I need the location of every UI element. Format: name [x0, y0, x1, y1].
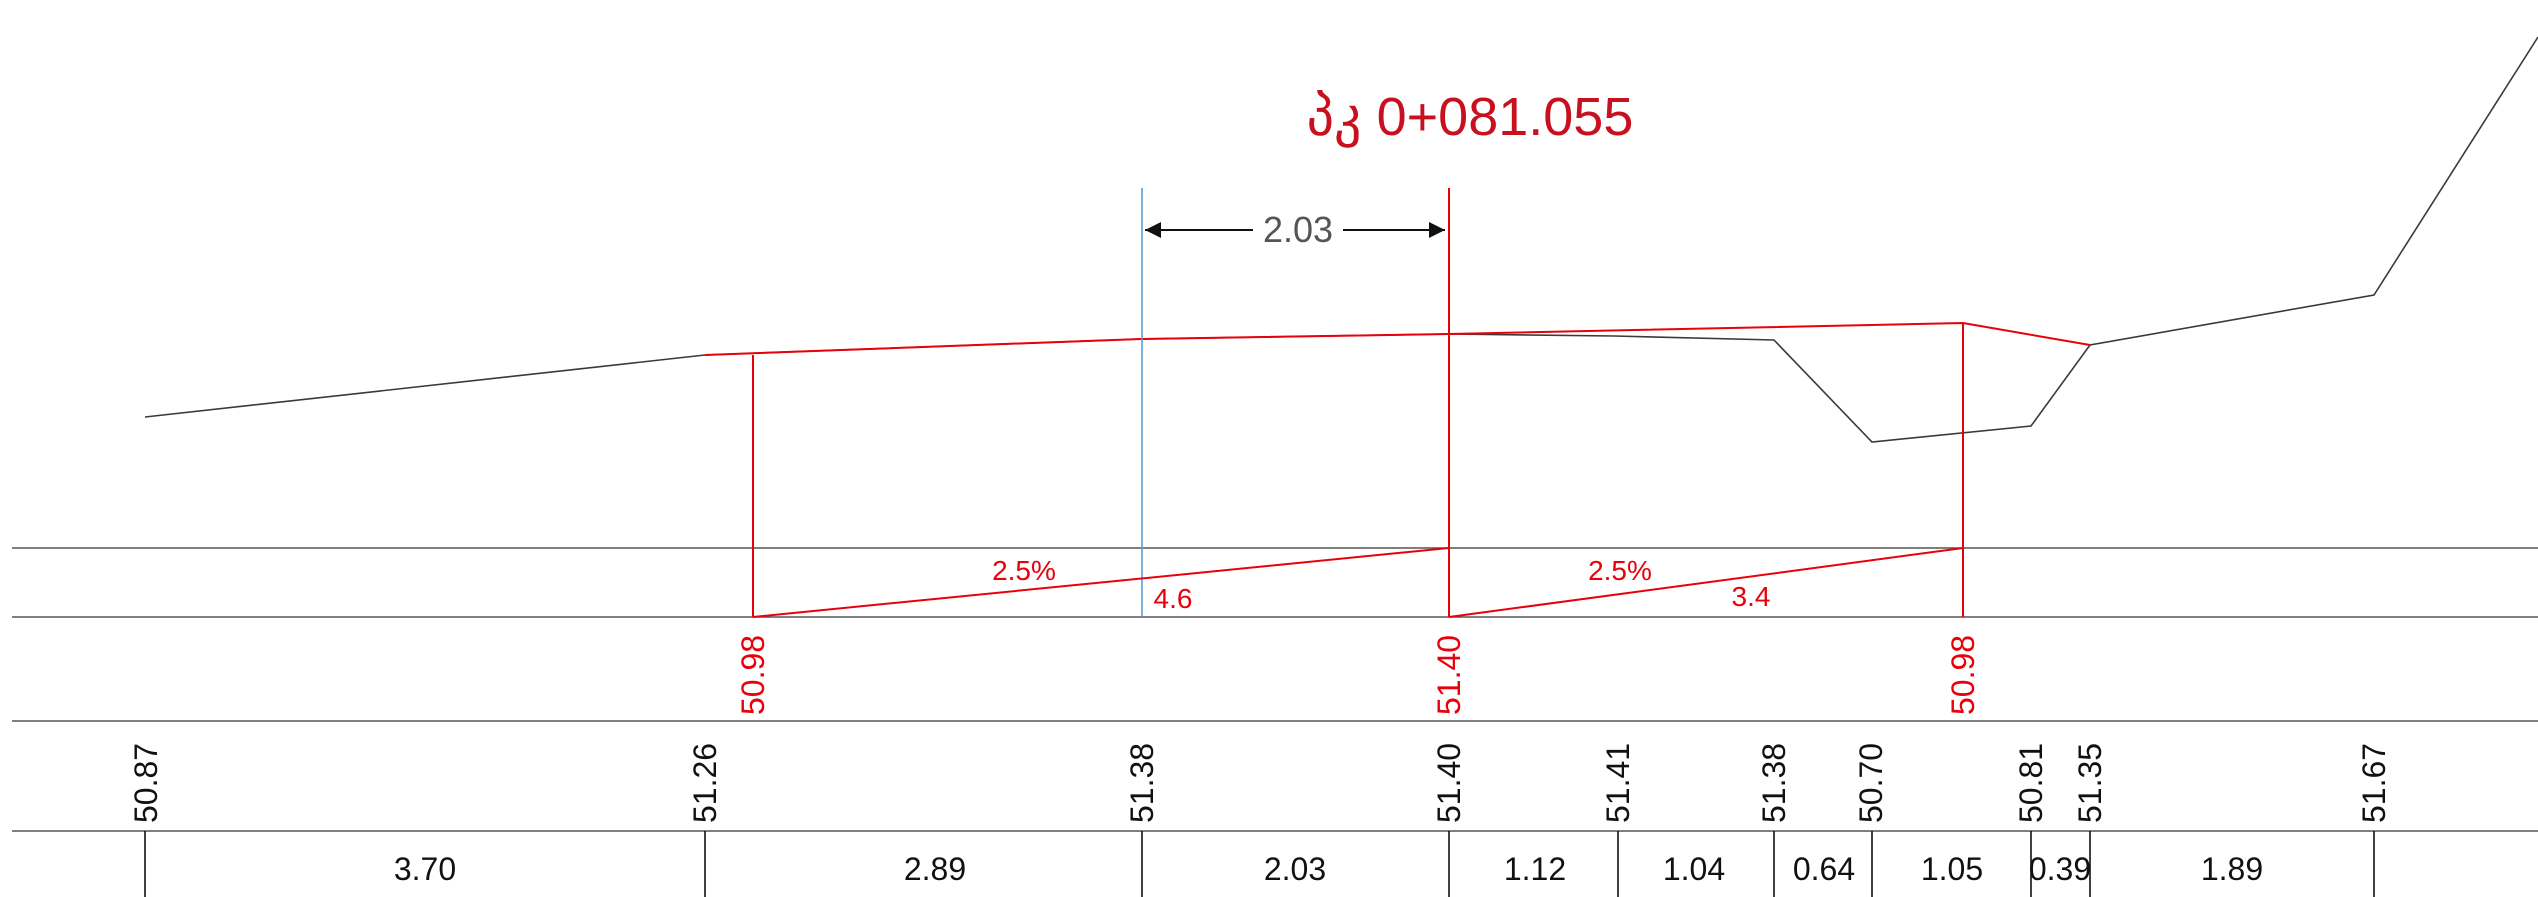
slope-length-right: 3.4 — [1732, 581, 1771, 612]
distance-8: 0.39 — [2029, 851, 2091, 887]
slope-length-left: 4.6 — [1154, 583, 1193, 614]
slope-line-left — [752, 547, 1450, 618]
ground-elevation-10: 51.67 — [2356, 743, 2392, 823]
slope-percent-right: 2.5% — [1588, 555, 1652, 586]
ground-elevation-5: 51.41 — [1600, 743, 1636, 823]
distance-9: 1.89 — [2201, 851, 2263, 887]
ground-elevation-9: 51.35 — [2072, 743, 2108, 823]
ground-elevation-8: 50.81 — [2013, 743, 2049, 823]
station-title: პკ 0+081.055 — [1307, 87, 1634, 148]
ground-elevation-2: 51.26 — [687, 743, 723, 823]
ground-elevation-1: 50.87 — [128, 743, 164, 823]
dimension-value: 2.03 — [1263, 209, 1333, 250]
distance-4: 1.12 — [1504, 851, 1566, 887]
ground-elevation-4: 51.40 — [1431, 743, 1467, 823]
ground-elevation-7: 50.70 — [1853, 743, 1889, 823]
design-elevation-labels: 50.98 51.40 50.98 — [735, 635, 1981, 715]
distance-6: 0.64 — [1793, 851, 1855, 887]
distance-3: 2.03 — [1264, 851, 1326, 887]
design-elevation-3: 50.98 — [1945, 635, 1981, 715]
distance-2: 2.89 — [904, 851, 966, 887]
distance-7: 1.05 — [1921, 851, 1983, 887]
design-elevation-1: 50.98 — [735, 635, 771, 715]
distance-5: 1.04 — [1663, 851, 1725, 887]
ground-elevation-6: 51.38 — [1756, 743, 1792, 823]
slope-line-right — [1448, 547, 1964, 618]
distance-labels: 3.70 2.89 2.03 1.12 1.04 0.64 1.05 0.39 … — [394, 851, 2263, 887]
ground-elevation-labels: 50.87 51.26 51.38 51.40 51.41 51.38 50.7… — [128, 743, 2392, 823]
ground-elevation-3: 51.38 — [1124, 743, 1160, 823]
design-elevation-2: 51.40 — [1431, 635, 1467, 715]
distance-ticks — [144, 831, 2375, 897]
slope-percent-left: 2.5% — [992, 555, 1056, 586]
design-profile — [704, 321, 2091, 356]
distance-1: 3.70 — [394, 851, 456, 887]
